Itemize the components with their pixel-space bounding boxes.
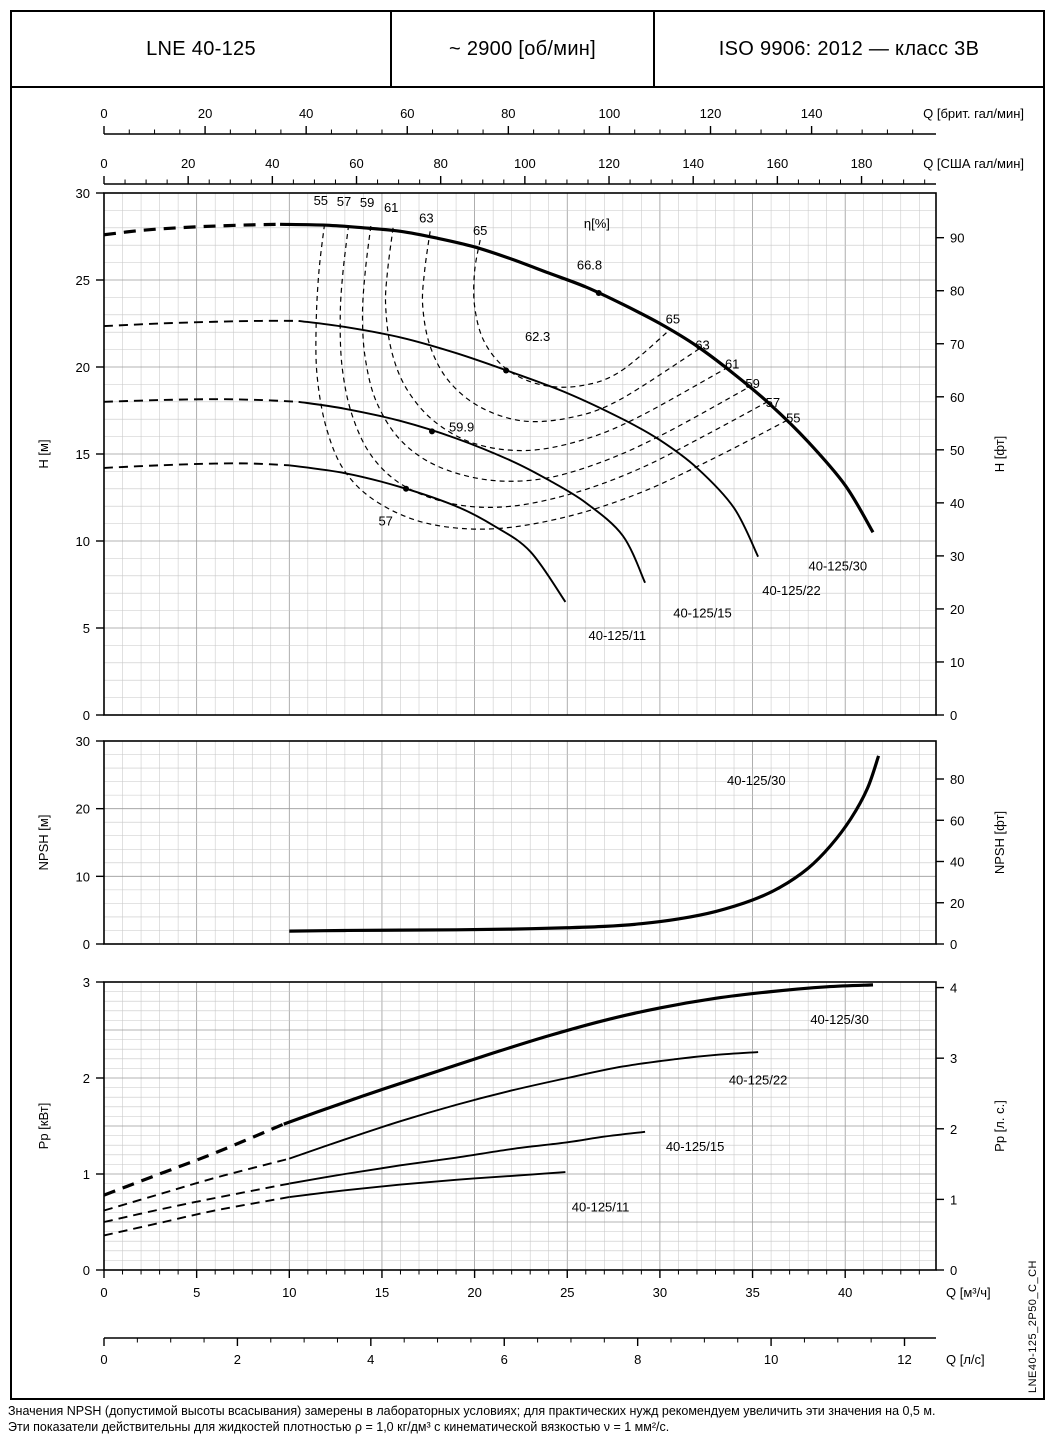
pump-speed: ~ 2900 [об/мин] xyxy=(392,12,655,86)
footnote-npsh: Значения NPSH (допустимой высоты всасыва… xyxy=(8,1404,936,1418)
pump-model: LNE 40-125 xyxy=(12,12,392,86)
footnotes: Значения NPSH (допустимой высоты всасыва… xyxy=(8,1403,1048,1436)
drawing-code: LNE40-125_2P50_C_CH xyxy=(1027,1259,1039,1393)
header: LNE 40-125 ~ 2900 [об/мин] ISO 9906: 201… xyxy=(10,10,1045,88)
chart-area xyxy=(10,88,1045,1400)
iso-standard: ISO 9906: 2012 — класс 3В xyxy=(718,37,980,60)
footnote-density: Эти показатели действительны для жидкост… xyxy=(8,1420,670,1435)
